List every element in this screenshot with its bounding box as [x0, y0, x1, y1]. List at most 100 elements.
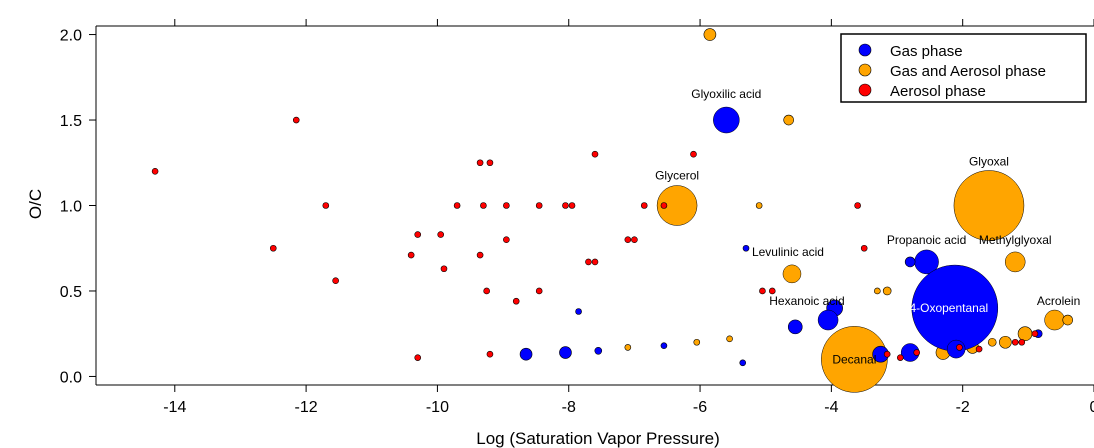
data-point-gas-and-aerosol-phase: [1062, 314, 1074, 326]
data-point-gas-and-aerosol-phase: [1004, 251, 1026, 273]
data-point-aerosol-phase: [585, 258, 592, 266]
data-point-gas-and-aerosol-phase: [1017, 326, 1033, 342]
data-point-gas-and-aerosol-phase: [783, 114, 794, 126]
y-tick-label: 0.0: [60, 369, 82, 386]
data-point-aerosol-phase: [476, 251, 484, 259]
data-point-aerosol-phase: [854, 202, 861, 209]
points-layer: [151, 28, 1074, 393]
x-tick-label: -6: [693, 399, 707, 416]
data-point-gas-phase: [519, 347, 533, 361]
data-point-aerosol-phase: [897, 354, 904, 361]
data-point-gas-and-aerosol-phase: [1044, 309, 1065, 331]
data-point-gas-phase: [742, 244, 750, 252]
data-point-aerosol-phase: [512, 297, 520, 305]
annotation-label: Glycerol: [655, 169, 699, 183]
data-point-gas-and-aerosol-phase: [953, 170, 1025, 241]
x-tick-label: -8: [562, 399, 576, 416]
data-point-aerosol-phase: [640, 202, 648, 209]
y-axis-title: O/C: [26, 189, 45, 219]
data-point-aerosol-phase: [437, 231, 445, 238]
annotation-label: 4-Oxopentanal: [909, 301, 988, 315]
data-point-aerosol-phase: [591, 150, 599, 158]
data-point-gas-and-aerosol-phase: [703, 28, 717, 41]
data-point-aerosol-phase: [503, 202, 510, 209]
data-point-gas-phase: [594, 347, 603, 355]
y-tick-label: 1.0: [60, 199, 82, 216]
data-point-aerosol-phase: [956, 344, 963, 351]
x-tick-label: -10: [426, 399, 449, 416]
data-point-gas-and-aerosol-phase: [693, 338, 701, 346]
annotation-label: Decanal: [832, 352, 876, 366]
data-point-aerosol-phase: [660, 202, 668, 209]
data-point-aerosol-phase: [860, 244, 868, 252]
data-point-aerosol-phase: [292, 116, 300, 124]
data-point-aerosol-phase: [759, 287, 766, 295]
legend-label-gas-aerosol-phase: Gas and Aerosol phase: [890, 63, 1046, 80]
data-point-gas-phase: [559, 346, 572, 359]
data-point-gas-and-aerosol-phase: [782, 264, 802, 284]
legend-marker-aerosol-phase: [858, 83, 872, 97]
annotation-label: Glyoxal: [969, 155, 1009, 169]
data-point-gas-phase: [660, 342, 668, 349]
x-axis-title: Log (Saturation Vapor Pressure): [476, 429, 719, 448]
data-point-aerosol-phase: [476, 159, 484, 167]
data-point-aerosol-phase: [440, 265, 448, 273]
data-point-gas-phase: [739, 359, 747, 367]
data-point-aerosol-phase: [486, 159, 494, 167]
data-point-aerosol-phase: [503, 236, 510, 243]
x-tick-label: -4: [824, 399, 838, 416]
data-point-aerosol-phase: [535, 202, 543, 209]
x-tick-label: -12: [295, 399, 318, 416]
data-point-gas-and-aerosol-phase: [755, 202, 763, 209]
data-point-gas-and-aerosol-phase: [999, 335, 1012, 349]
data-point-aerosol-phase: [913, 349, 921, 356]
data-point-gas-and-aerosol-phase: [821, 326, 888, 393]
legend-marker-gas-phase: [858, 43, 872, 57]
data-point-gas-and-aerosol-phase: [987, 337, 997, 347]
data-point-aerosol-phase: [535, 287, 543, 295]
annotation-label: Levulinic acid: [752, 245, 824, 259]
data-point-aerosol-phase: [486, 350, 494, 358]
data-point-aerosol-phase: [690, 150, 697, 158]
data-point-gas-and-aerosol-phase: [726, 335, 733, 343]
data-point-aerosol-phase: [1031, 330, 1039, 338]
data-point-aerosol-phase: [322, 202, 330, 209]
data-point-aerosol-phase: [1018, 338, 1026, 346]
data-point-gas-phase: [817, 309, 839, 331]
data-point-aerosol-phase: [480, 202, 487, 209]
data-point-aerosol-phase: [568, 202, 576, 209]
data-point-aerosol-phase: [407, 251, 415, 259]
y-tick-label: 1.5: [60, 113, 82, 130]
data-point-gas-and-aerosol-phase: [624, 344, 632, 351]
legend-label-aerosol-phase: Aerosol phase: [890, 83, 986, 100]
data-point-gas-and-aerosol-phase: [656, 185, 698, 226]
data-point-aerosol-phase: [453, 202, 461, 209]
data-point-gas-and-aerosol-phase: [882, 286, 892, 296]
data-point-aerosol-phase: [562, 202, 569, 209]
data-point-gas-phase: [946, 339, 966, 359]
annotation-label: Hexanoic acid: [769, 294, 844, 308]
data-point-aerosol-phase: [483, 287, 490, 295]
x-tick-label: -2: [956, 399, 970, 416]
annotation-label: Acrolein: [1037, 294, 1080, 308]
data-point-gas-phase: [787, 319, 803, 335]
data-point-aerosol-phase: [624, 236, 632, 243]
x-tick-label: -14: [163, 399, 186, 416]
annotation-layer: Glyoxilic acid Glycerol Glyoxal Levulinic a…: [655, 87, 1080, 366]
data-point-gas-phase: [904, 256, 916, 268]
data-point-aerosol-phase: [975, 345, 983, 353]
y-tick-label: 0.5: [60, 284, 82, 301]
legend-label-gas-phase: Gas phase: [890, 43, 963, 60]
axes-layer: -14 -12 -10 -8 -6 -4 -2 0 0.0 0.5 1.0 1.5 2.0: [60, 19, 1094, 416]
data-point-aerosol-phase: [768, 287, 776, 295]
data-point-aerosol-phase: [591, 258, 599, 266]
annotation-label: Glyoxilic acid: [691, 87, 761, 101]
annotation-label: Methylglyoxal: [979, 233, 1052, 247]
legend-marker-gas-aerosol-phase: [858, 63, 872, 77]
x-tick-label: 0: [1090, 399, 1094, 416]
data-point-aerosol-phase: [631, 236, 638, 243]
data-point-aerosol-phase: [883, 350, 891, 358]
y-tick-label: 2.0: [60, 28, 82, 45]
data-point-gas-and-aerosol-phase: [874, 287, 881, 295]
